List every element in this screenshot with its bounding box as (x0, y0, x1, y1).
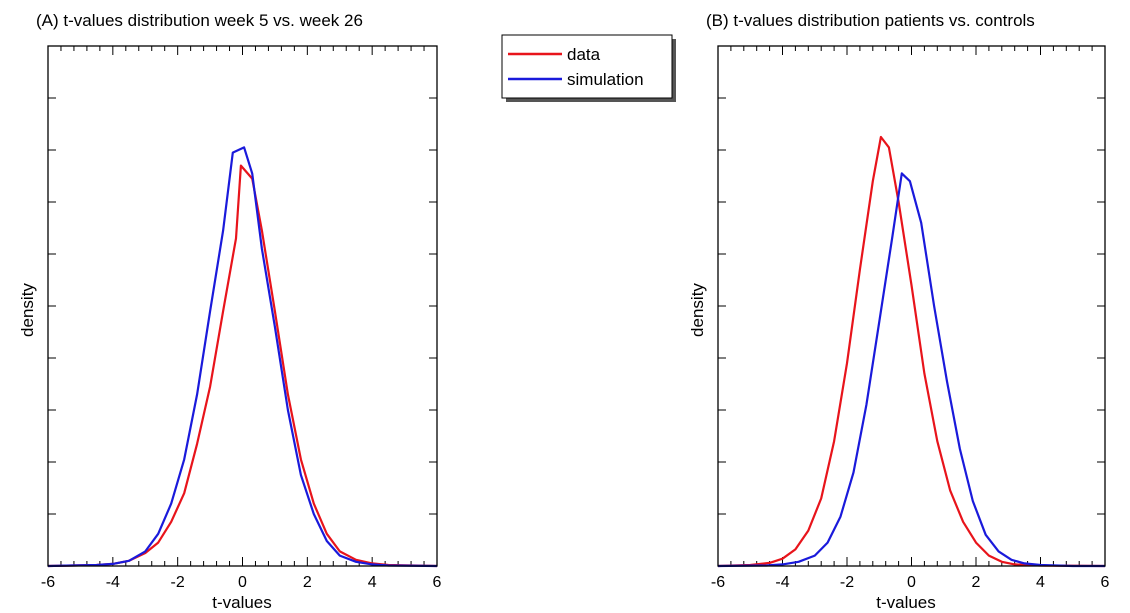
panel-b-ylabel: density (688, 283, 707, 337)
panel-a-frame (47, 45, 438, 567)
panel-b-xlabel: t-values (876, 593, 936, 612)
panel-a-title: (A) t-values distribution week 5 vs. wee… (36, 11, 363, 30)
x-tick-label: -4 (106, 574, 120, 591)
series-line-simulation (47, 146, 438, 568)
panel-a-ticks (47, 45, 438, 567)
panel-a-tick-labels: -6 -4 -2 0 2 4 6 (41, 574, 442, 591)
x-tick-label: -4 (775, 574, 789, 591)
x-tick-label: 2 (303, 574, 312, 591)
x-tick-label: 2 (972, 574, 981, 591)
legend-label-data: data (567, 45, 601, 64)
x-tick-label: -6 (711, 574, 725, 591)
panel-b-series (717, 135, 1106, 568)
series-line-data (47, 164, 438, 568)
panel-b-title: (B) t-values distribution patients vs. c… (706, 11, 1035, 30)
panel-b-tick-labels: -6 -4 -2 0 2 4 6 (711, 574, 1110, 591)
panel-b-ticks (717, 45, 1106, 567)
panel-a: (A) t-values distribution week 5 vs. wee… (18, 11, 442, 612)
legend: data simulation (501, 34, 676, 102)
legend-label-simulation: simulation (567, 70, 644, 89)
x-tick-label: 0 (907, 574, 916, 591)
x-tick-label: 4 (1036, 574, 1045, 591)
legend-box (501, 34, 673, 99)
x-tick-label: 0 (238, 574, 247, 591)
x-tick-label: -2 (171, 574, 185, 591)
series-line-data (717, 135, 1106, 568)
x-tick-label: -6 (41, 574, 55, 591)
series-line-simulation (717, 172, 1105, 568)
panel-a-ylabel: density (18, 283, 37, 337)
panel-b-frame (717, 45, 1106, 567)
panel-a-xlabel: t-values (212, 593, 272, 612)
x-tick-label: -2 (840, 574, 854, 591)
x-tick-label: 6 (1101, 574, 1110, 591)
x-tick-label: 4 (368, 574, 377, 591)
x-tick-label: 6 (433, 574, 442, 591)
panel-b: (B) t-values distribution patients vs. c… (688, 11, 1110, 612)
panel-a-series (47, 146, 438, 568)
